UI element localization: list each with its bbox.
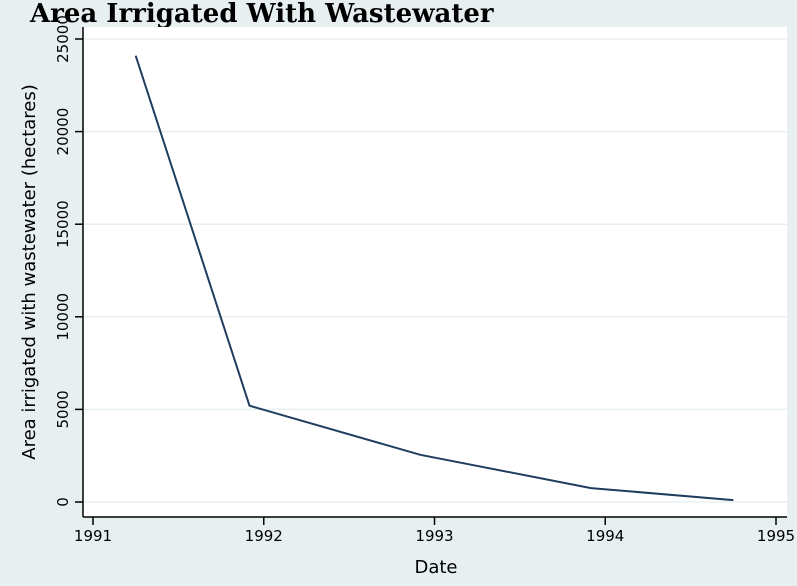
grid-lines xyxy=(83,38,787,503)
x-tick-label: 1991 xyxy=(74,527,112,545)
y-tick-label: 25000 xyxy=(54,15,72,63)
y-tick-label: 20000 xyxy=(54,108,72,156)
y-axis-label: Area irrigated with wastewater (hectares… xyxy=(19,84,40,460)
y-tick-label: 10000 xyxy=(54,293,72,341)
chart-title: Area Irrigated With Wastewater xyxy=(29,0,494,29)
series-layer xyxy=(134,55,734,502)
y-tick-label: 5000 xyxy=(54,390,72,428)
plot-area xyxy=(83,27,787,517)
x-axis-label: Date xyxy=(414,557,457,578)
series-line xyxy=(134,55,734,502)
tick-marks: 0 5000 10000 15000 20000 25000 1991 1992 1993 199… xyxy=(54,15,795,545)
x-tick-label: 1993 xyxy=(415,527,453,545)
x-tick-label: 1994 xyxy=(586,527,624,545)
x-tick-label: 1995 xyxy=(757,527,795,545)
y-tick-label: 0 xyxy=(54,497,72,507)
y-tick-label: 15000 xyxy=(54,200,72,248)
x-tick-label: 1992 xyxy=(245,527,283,545)
